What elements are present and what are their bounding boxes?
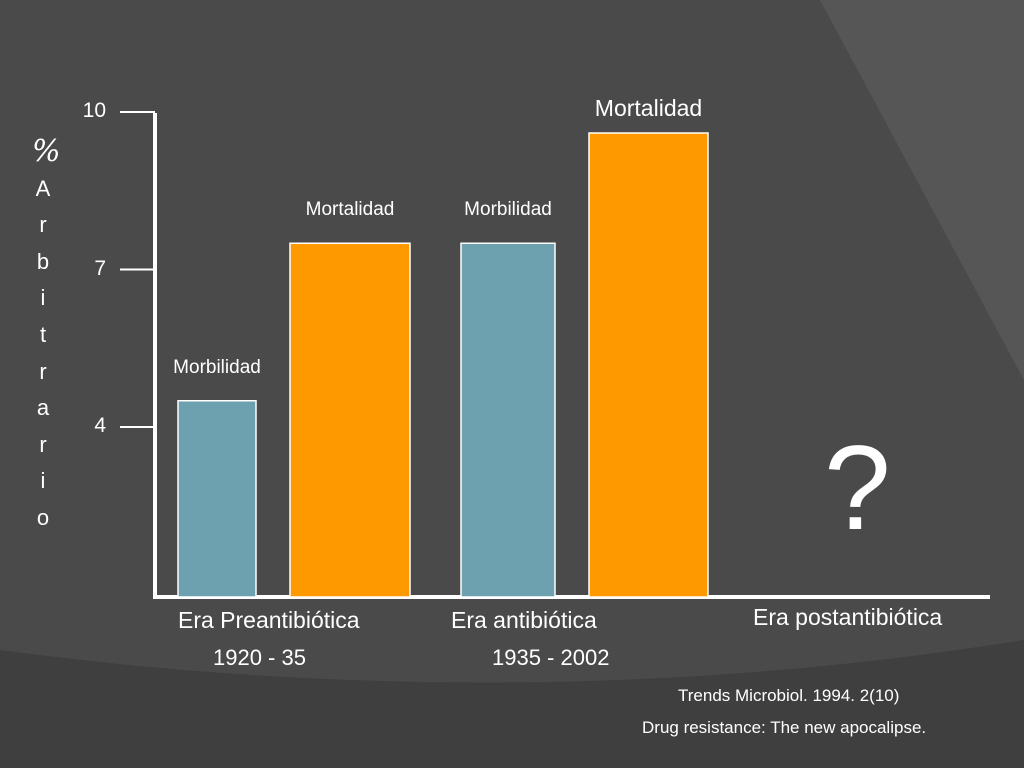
era-label-antibiotic: Era antibiótica xyxy=(451,607,597,633)
bar-label-3: Morbilidad xyxy=(464,199,552,221)
y-axis-label-letter-5: t xyxy=(39,321,47,347)
y-axis-label-letter-9: i xyxy=(40,468,46,494)
y-axis-label-letter-7: a xyxy=(36,395,50,421)
era-years-pre: 1920 - 35 xyxy=(213,645,306,670)
chart-bars xyxy=(177,132,709,598)
y-axis-label-letter-6: r xyxy=(39,358,47,384)
y-tick-label-7: 7 xyxy=(94,256,106,280)
bar-label-2: Mortalidad xyxy=(305,199,395,221)
y-axis-label-letter-4: i xyxy=(40,285,46,311)
bar-label-4: Mortalidad xyxy=(594,95,703,121)
background-panel-bottom xyxy=(0,640,1024,768)
y-axis-label-letter-8: r xyxy=(39,431,47,457)
y-axis-label-letter-3: b xyxy=(36,248,50,274)
y-tick-label-4: 4 xyxy=(94,414,106,437)
reference-line-2: Drug resistance: The new apocalipse. xyxy=(642,718,927,737)
bar-label-1: Morbilidad xyxy=(173,356,261,378)
bar-4-mortalidad xyxy=(588,132,709,598)
y-tick-label-10: 10 xyxy=(82,99,106,122)
bar-2-mortalidad xyxy=(289,242,411,598)
question-mark-annotation: ? xyxy=(824,421,891,555)
y-axis-label-letter-1: A xyxy=(35,175,51,201)
bar-3-morbilidad xyxy=(460,242,556,598)
bar-1-morbilidad xyxy=(177,400,257,598)
reference-line-1: Trends Microbiol. 1994. 2(10) xyxy=(678,686,900,705)
y-axis-label-symbol: % xyxy=(32,134,61,169)
background-panel-right xyxy=(820,0,1024,380)
y-axis-label-letter-10: o xyxy=(36,504,50,530)
era-label-post: Era postantibiótica xyxy=(753,604,943,630)
era-years-antibiotic: 1935 - 2002 xyxy=(492,645,610,670)
era-label-pre: Era Preantibiótica xyxy=(178,607,360,633)
y-axis-label-letter-2: r xyxy=(39,212,47,238)
